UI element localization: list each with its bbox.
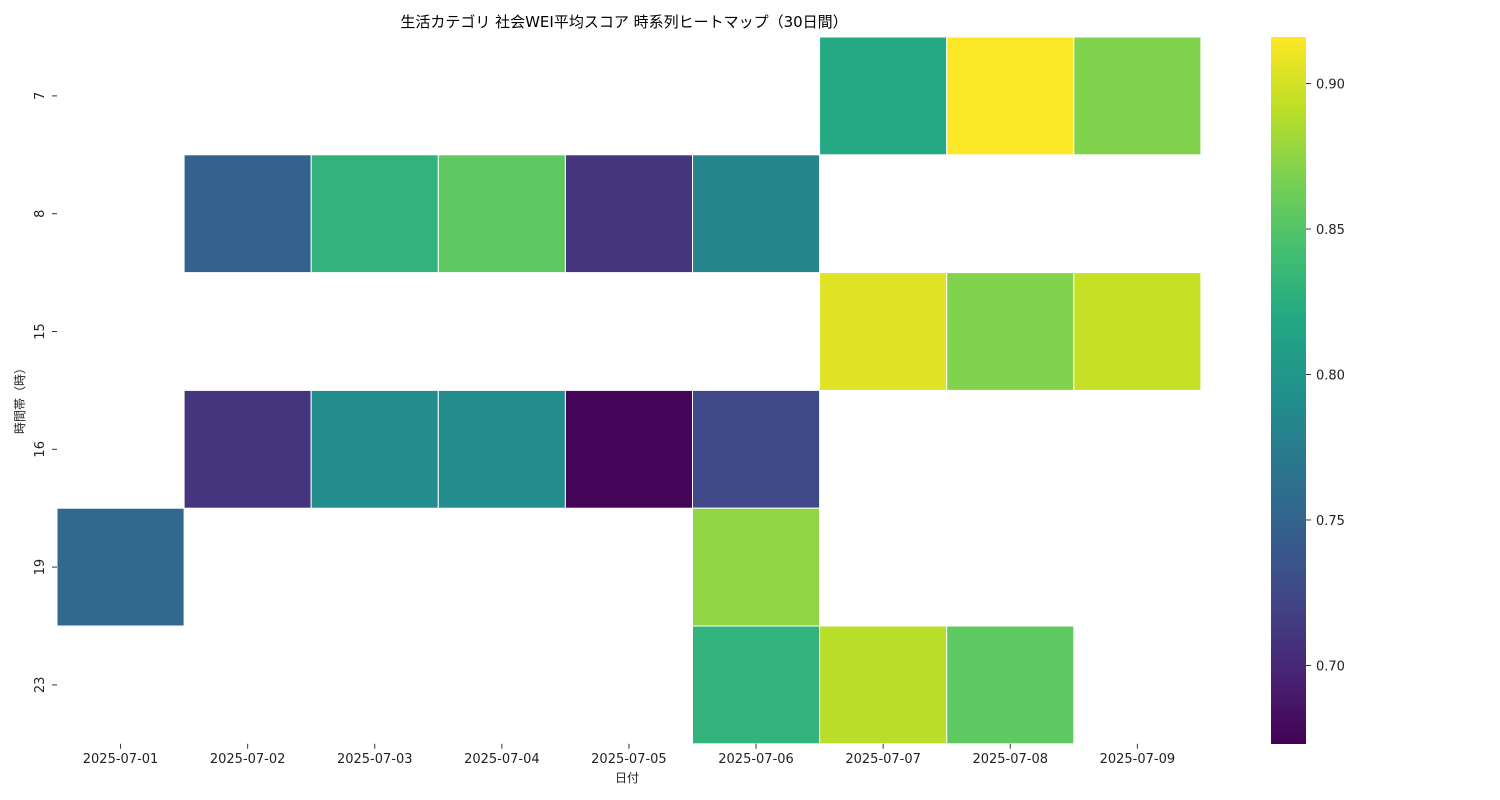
heatmap-cell xyxy=(183,389,312,509)
colorbar-tick-label: 0.85 xyxy=(1316,223,1345,238)
x-tick-label: 2025-07-08 xyxy=(972,752,1048,767)
heatmap-cell xyxy=(437,389,566,509)
heatmap-cell xyxy=(692,625,821,745)
y-tick-label: 15 xyxy=(33,323,48,340)
colorbar-ticks: 0.70 0.75 0.80 0.85 0.90 xyxy=(1306,78,1345,674)
heatmap-cell xyxy=(564,154,694,274)
x-tick-label: 2025-07-06 xyxy=(718,752,794,767)
heatmap-cell xyxy=(310,154,439,274)
heatmap-cell xyxy=(946,272,1075,391)
heatmap-cell xyxy=(56,507,185,627)
colorbar-tick-label: 0.90 xyxy=(1316,78,1345,93)
heatmap-cell xyxy=(692,154,821,274)
colorbar-tick-label: 0.75 xyxy=(1316,514,1345,529)
heatmap-cell xyxy=(183,154,312,274)
y-axis-label: 時間帯（時） xyxy=(13,362,27,434)
heatmap-cell xyxy=(819,625,948,745)
heatmap-cell xyxy=(310,389,439,509)
x-tick-label: 2025-07-05 xyxy=(591,752,667,767)
x-tick-label: 2025-07-04 xyxy=(464,752,540,767)
x-tick-label: 2025-07-02 xyxy=(210,752,286,767)
y-tick-label: 23 xyxy=(33,677,48,694)
heatmap-cell xyxy=(946,625,1075,745)
heatmap-cell xyxy=(819,36,948,156)
y-axis-ticks: 7 8 15 16 19 23 xyxy=(33,92,57,693)
y-tick-label: 19 xyxy=(33,559,48,576)
x-tick-label: 2025-07-09 xyxy=(1100,752,1176,767)
heatmap-cell xyxy=(1073,272,1202,391)
colorbar-tick-label: 0.80 xyxy=(1316,368,1345,383)
heatmap-cell xyxy=(692,507,821,627)
y-tick-label: 8 xyxy=(33,210,48,218)
heatmap-cell xyxy=(946,36,1075,156)
x-tick-label: 2025-07-07 xyxy=(845,752,921,767)
colorbar xyxy=(1271,37,1306,744)
heatmap-cell xyxy=(564,389,694,509)
x-axis-ticks: 2025-07-01 2025-07-02 2025-07-03 2025-07-04… xyxy=(83,743,1176,767)
heatmap-cell xyxy=(819,272,948,391)
y-tick-label: 16 xyxy=(33,441,48,458)
heatmap-cells xyxy=(56,36,1202,745)
x-tick-label: 2025-07-01 xyxy=(83,752,159,767)
x-tick-label: 2025-07-03 xyxy=(337,752,413,767)
heatmap-cell xyxy=(692,389,821,509)
y-tick-label: 7 xyxy=(33,92,48,100)
colorbar-tick-label: 0.70 xyxy=(1316,659,1345,674)
chart-title: 生活カテゴリ 社会WEI平均スコア 時系列ヒートマップ（30日間） xyxy=(400,13,847,31)
heatmap-cell xyxy=(437,154,566,274)
heatmap-cell xyxy=(1073,36,1202,156)
x-axis-label: 日付 xyxy=(615,771,639,785)
